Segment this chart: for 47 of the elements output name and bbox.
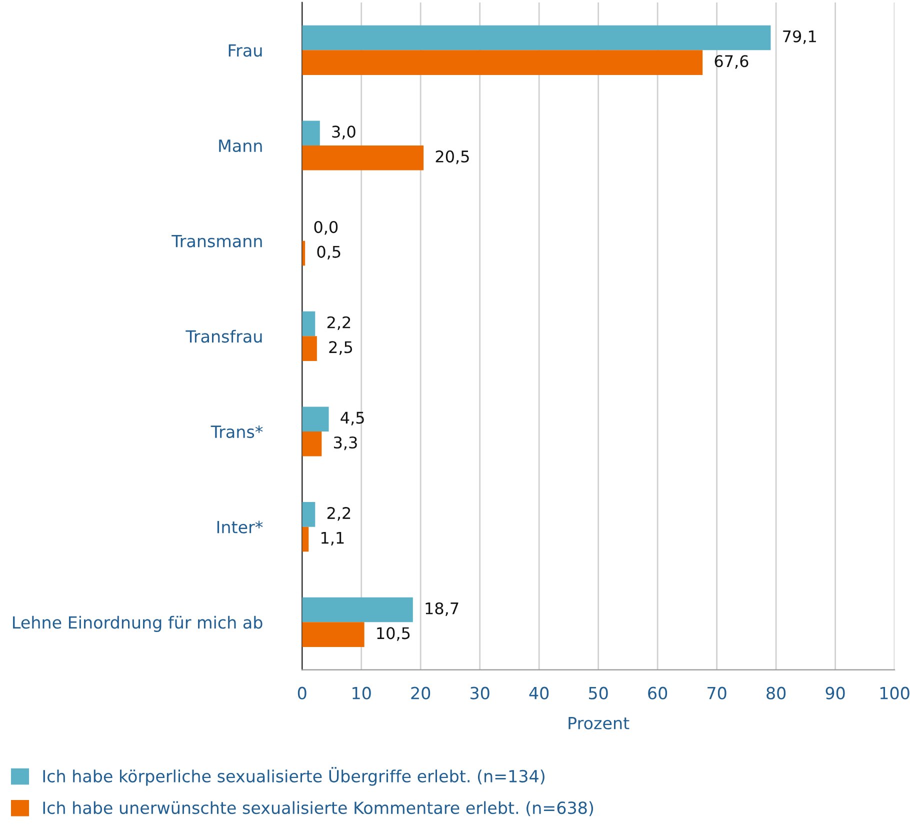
bar [302, 502, 316, 527]
data-label: 4,5 [340, 412, 364, 426]
bar [302, 597, 413, 622]
bar [302, 145, 424, 170]
data-label: 0,0 [314, 220, 338, 235]
y-tick-label: Frau [228, 44, 262, 57]
data-label: 2,5 [329, 341, 352, 355]
x-tick-label: 20 [411, 686, 430, 700]
x-tick-label: 70 [708, 686, 726, 700]
y-tick-label: Transfrau [186, 330, 262, 343]
bar [302, 336, 317, 361]
x-tick-label: 30 [470, 686, 490, 700]
data-label: 20,5 [436, 150, 469, 164]
y-tick-label: Inter* [217, 520, 263, 534]
x-tick-label: 100 [880, 686, 910, 700]
x-axis-title: Prozent [568, 717, 630, 730]
legend-label: Ich habe unerwünschte sexualisierte Kommentare erlebt. (n=638) [43, 801, 594, 816]
legend-label: Ich habe körperliche sexualisierte Übergriffe erlebt. (n=134) [43, 767, 544, 786]
x-tick-label: 80 [766, 686, 786, 700]
data-label: 18,7 [426, 602, 458, 616]
data-label: 0,5 [317, 246, 340, 260]
data-label: 3,0 [332, 126, 356, 140]
data-label: 3,3 [334, 436, 357, 450]
x-tick-label: 60 [648, 686, 668, 700]
data-label: 2,2 [327, 316, 350, 330]
x-tick-label: 40 [529, 686, 549, 700]
data-label: 10,5 [377, 627, 410, 641]
y-tick-label: Transmann [172, 235, 262, 248]
x-tick-label: 0 [298, 686, 306, 700]
bar [302, 526, 309, 552]
y-tick-label: Trans* [210, 425, 263, 438]
bar [302, 311, 316, 336]
data-label: 1,1 [322, 532, 344, 546]
data-label: 67,6 [714, 55, 748, 69]
data-label: 79,1 [783, 30, 816, 44]
bar [302, 25, 771, 50]
x-tick-label: 90 [826, 686, 845, 700]
bar [302, 406, 329, 432]
bar [302, 120, 320, 146]
bar [302, 431, 322, 456]
y-tick-label: Lehne Einordnung für mich ab [13, 616, 262, 632]
bar [302, 50, 703, 75]
y-tick-label: Mann [219, 140, 262, 152]
data-label: 2,2 [327, 506, 350, 521]
x-tick-label: 10 [352, 686, 371, 700]
bar [302, 622, 364, 647]
x-tick-label: 50 [589, 686, 608, 700]
